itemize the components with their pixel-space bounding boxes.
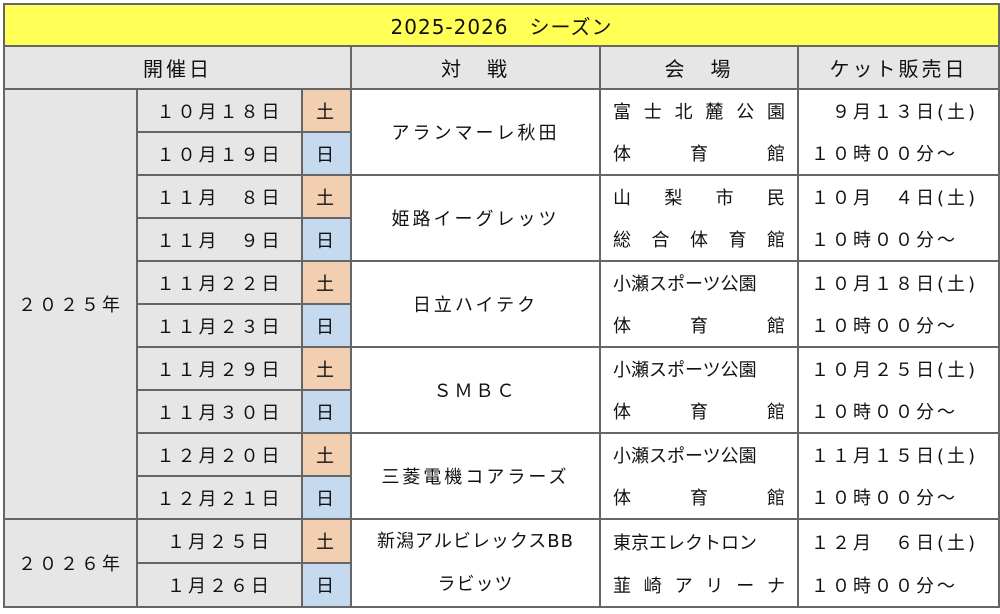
ticket-sale-cell: １０時００分～ — [796, 304, 1000, 348]
opponent-line: 新潟アルビレックスBB — [377, 531, 574, 552]
day-of-week-cell: 土 — [301, 432, 352, 477]
date-cell: １０月１８日 — [136, 88, 303, 133]
ticket-sale-cell: １０月 ４日(土) — [796, 174, 1000, 218]
venue-cell: 小瀬スポーツ公園 — [599, 260, 799, 304]
day-of-week-cell: 土 — [301, 174, 352, 219]
header-date: 開催日 — [3, 45, 352, 90]
ticket-sale-cell: １０時００分～ — [796, 132, 1000, 176]
table-row: ２０２５年 １０月１８日土アランマーレ秋田 富士北麓公園 ９月１３日(土) — [3, 88, 1000, 520]
venue-text: 体育館 — [613, 402, 785, 423]
opponent-cell: 日立ハイテク — [350, 260, 601, 348]
day-of-week-cell: 日 — [301, 389, 352, 434]
day-of-week-cell: 日 — [301, 562, 352, 608]
day-of-week-cell: 土 — [301, 88, 352, 133]
venue-cell: 体育館 — [599, 476, 799, 520]
venue-text: 体育館 — [613, 316, 785, 337]
venue-text: 小瀬スポーツ公園 — [613, 446, 757, 467]
table-row: １１月２９日土 ＳＭＢＣ 小瀬スポーツ公園 １０月２５日(土) — [4, 346, 1000, 434]
day-of-week-cell: 日 — [301, 131, 352, 176]
venue-cell: 小瀬スポーツ公園 — [599, 432, 799, 476]
date-cell: １月２５日 — [136, 518, 303, 564]
opponent-cell: 新潟アルビレックスBB ラビッツ — [350, 518, 601, 608]
venue-cell: 東京エレクトロン — [599, 518, 799, 563]
venue-cell: 小瀬スポーツ公園 — [599, 346, 799, 390]
header-venue: 会 場 — [599, 45, 799, 90]
table-row: １２月２１日日 体育館 １０時００分～ — [4, 475, 1000, 520]
ticket-sale-cell: １２月 ６日(土) — [796, 518, 1000, 563]
table-row: １１月 ８日土姫路イーグレッツ 山梨市民 １０月 ４日(土) — [4, 174, 1000, 262]
table-row: １１月３０日日 体育館 １０時００分～ — [4, 389, 1000, 434]
day-of-week-cell: 土 — [301, 260, 352, 305]
table-row: １１月２３日日 体育館 １０時００分～ — [4, 303, 1000, 348]
date-cell: １０月１９日 — [136, 131, 303, 176]
venue-text: 体育館 — [613, 488, 785, 509]
table-row: １０月１９日日 体育館 １０時００分～ — [4, 131, 1000, 176]
venue-cell: 韮崎アリーナ — [599, 563, 799, 608]
table-row: １２月２０日土三菱電機コアラーズ 小瀬スポーツ公園 １１月１５日(土) — [4, 432, 1000, 520]
table-row: １１月２２日土日立ハイテク 小瀬スポーツ公園 １０月１８日(土) — [4, 260, 1000, 348]
venue-text: 総合体育館 — [613, 230, 785, 251]
ticket-sale-cell: １１月１５日(土) — [796, 432, 1000, 476]
table-row: １１月 ９日日 総合体育館 １０時００分～ — [4, 217, 1000, 262]
day-of-week-cell: 日 — [301, 303, 352, 348]
ticket-sale-cell: １０時００分～ — [796, 476, 1000, 520]
venue-cell: 富士北麓公園 — [599, 88, 799, 132]
year-cell: ２０２６年 — [3, 518, 138, 608]
schedule-table: 2025-2026 シーズン 開催日 対 戦 会 場 ケット販売日 ２０２５年 １… — [2, 3, 1000, 608]
venue-text: 富士北麓公園 — [613, 102, 785, 123]
opponent-line: ラビッツ — [437, 574, 514, 595]
venue-text: 小瀬スポーツ公園 — [613, 360, 757, 381]
venue-text: 東京エレクトロン — [613, 532, 757, 554]
day-of-week-cell: 土 — [301, 518, 352, 564]
date-cell: １１月２９日 — [136, 346, 303, 391]
day-of-week-cell: 日 — [301, 217, 352, 262]
venue-cell: 総合体育館 — [599, 218, 799, 262]
date-cell: １月２６日 — [136, 562, 303, 608]
ticket-sale-cell: ９月１３日(土) — [796, 88, 1000, 132]
opponent-cell: アランマーレ秋田 — [350, 88, 601, 176]
venue-cell: 体育館 — [599, 304, 799, 348]
ticket-sale-cell: １０月２５日(土) — [796, 346, 1000, 390]
opponent-cell: ＳＭＢＣ — [350, 346, 601, 434]
date-cell: １２月２０日 — [136, 432, 303, 477]
venue-cell: 体育館 — [599, 132, 799, 176]
date-cell: １１月３０日 — [136, 389, 303, 434]
opponent-cell: 三菱電機コアラーズ — [350, 432, 601, 520]
table-row: ２０２６年 １月２５日土 新潟アルビレックスBB ラビッツ 東京エレクトロン １２月 ６日… — [3, 518, 1000, 608]
date-cell: １１月２３日 — [136, 303, 303, 348]
date-cell: １１月２２日 — [136, 260, 303, 305]
venue-text: 山梨市民 — [613, 188, 785, 209]
ticket-sale-cell: １０月１８日(土) — [796, 260, 1000, 304]
date-cell: １１月 ９日 — [136, 217, 303, 262]
season-title: 2025-2026 シーズン — [2, 3, 1000, 47]
venue-text: 韮崎アリーナ — [613, 575, 785, 597]
date-cell: １２月２１日 — [136, 475, 303, 520]
day-of-week-cell: 日 — [301, 475, 352, 520]
venue-cell: 体育館 — [599, 390, 799, 434]
opponent-cell: 姫路イーグレッツ — [350, 174, 601, 262]
year-cell: ２０２５年 — [3, 88, 138, 520]
venue-text: 小瀬スポーツ公園 — [613, 274, 757, 295]
header-ticket: ケット販売日 — [796, 45, 1000, 90]
ticket-sale-cell: １０時００分～ — [796, 390, 1000, 434]
header-opponent: 対 戦 — [350, 45, 601, 90]
ticket-sale-cell: １０時００分～ — [796, 563, 1000, 608]
day-of-week-cell: 土 — [301, 346, 352, 391]
venue-text: 体育館 — [613, 144, 785, 165]
table-row: １月２６日日 韮崎アリーナ １０時００分～ — [4, 562, 1000, 608]
date-cell: １１月 ８日 — [136, 174, 303, 219]
ticket-sale-cell: １０時００分～ — [796, 218, 1000, 262]
venue-cell: 山梨市民 — [599, 174, 799, 218]
